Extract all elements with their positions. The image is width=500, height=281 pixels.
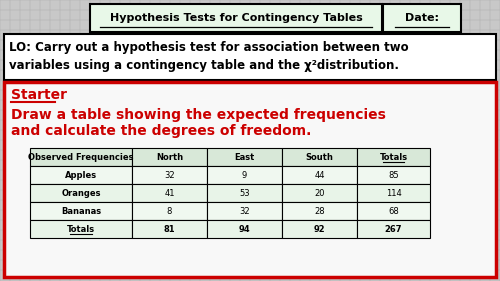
FancyBboxPatch shape (282, 184, 357, 202)
FancyBboxPatch shape (282, 148, 357, 166)
Text: 68: 68 (388, 207, 399, 216)
FancyBboxPatch shape (90, 4, 382, 32)
Text: 20: 20 (314, 189, 325, 198)
Text: Totals: Totals (380, 153, 407, 162)
FancyBboxPatch shape (357, 148, 430, 166)
Text: 267: 267 (385, 225, 402, 234)
Text: 85: 85 (388, 171, 399, 180)
Text: variables using a contingency table and the χ²distribution.: variables using a contingency table and … (9, 60, 399, 72)
FancyBboxPatch shape (4, 82, 496, 277)
Text: 41: 41 (164, 189, 175, 198)
FancyBboxPatch shape (132, 148, 207, 166)
FancyBboxPatch shape (357, 166, 430, 184)
Text: 81: 81 (164, 225, 175, 234)
Text: Oranges: Oranges (61, 189, 101, 198)
Text: Draw a table showing the expected frequencies: Draw a table showing the expected freque… (11, 108, 386, 122)
Text: 28: 28 (314, 207, 325, 216)
FancyBboxPatch shape (207, 202, 282, 220)
FancyBboxPatch shape (207, 148, 282, 166)
Text: 9: 9 (242, 171, 247, 180)
Text: Apples: Apples (65, 171, 97, 180)
FancyBboxPatch shape (282, 166, 357, 184)
FancyBboxPatch shape (4, 34, 496, 80)
Text: 114: 114 (386, 189, 402, 198)
Text: South: South (306, 153, 334, 162)
FancyBboxPatch shape (383, 4, 461, 32)
Text: Hypothesis Tests for Contingency Tables: Hypothesis Tests for Contingency Tables (110, 13, 362, 23)
FancyBboxPatch shape (282, 220, 357, 238)
Text: 32: 32 (239, 207, 250, 216)
Text: Observed Frequencies: Observed Frequencies (28, 153, 134, 162)
FancyBboxPatch shape (30, 220, 132, 238)
FancyBboxPatch shape (357, 202, 430, 220)
Text: 94: 94 (238, 225, 250, 234)
FancyBboxPatch shape (282, 202, 357, 220)
FancyBboxPatch shape (30, 202, 132, 220)
Text: East: East (234, 153, 255, 162)
FancyBboxPatch shape (132, 202, 207, 220)
FancyBboxPatch shape (30, 148, 132, 166)
Text: 32: 32 (164, 171, 175, 180)
Text: Date:: Date: (405, 13, 439, 23)
FancyBboxPatch shape (132, 166, 207, 184)
FancyBboxPatch shape (30, 166, 132, 184)
Text: 44: 44 (314, 171, 325, 180)
FancyBboxPatch shape (132, 220, 207, 238)
Text: Bananas: Bananas (61, 207, 101, 216)
FancyBboxPatch shape (30, 184, 132, 202)
Text: North: North (156, 153, 183, 162)
Text: 53: 53 (239, 189, 250, 198)
Text: Starter: Starter (11, 88, 67, 102)
Text: Totals: Totals (67, 225, 95, 234)
FancyBboxPatch shape (207, 184, 282, 202)
Text: 92: 92 (314, 225, 326, 234)
Text: and calculate the degrees of freedom.: and calculate the degrees of freedom. (11, 124, 312, 138)
Text: 8: 8 (167, 207, 172, 216)
Text: LO: Carry out a hypothesis test for association between two: LO: Carry out a hypothesis test for asso… (9, 40, 408, 53)
FancyBboxPatch shape (357, 184, 430, 202)
FancyBboxPatch shape (357, 220, 430, 238)
FancyBboxPatch shape (132, 184, 207, 202)
FancyBboxPatch shape (207, 166, 282, 184)
FancyBboxPatch shape (207, 220, 282, 238)
